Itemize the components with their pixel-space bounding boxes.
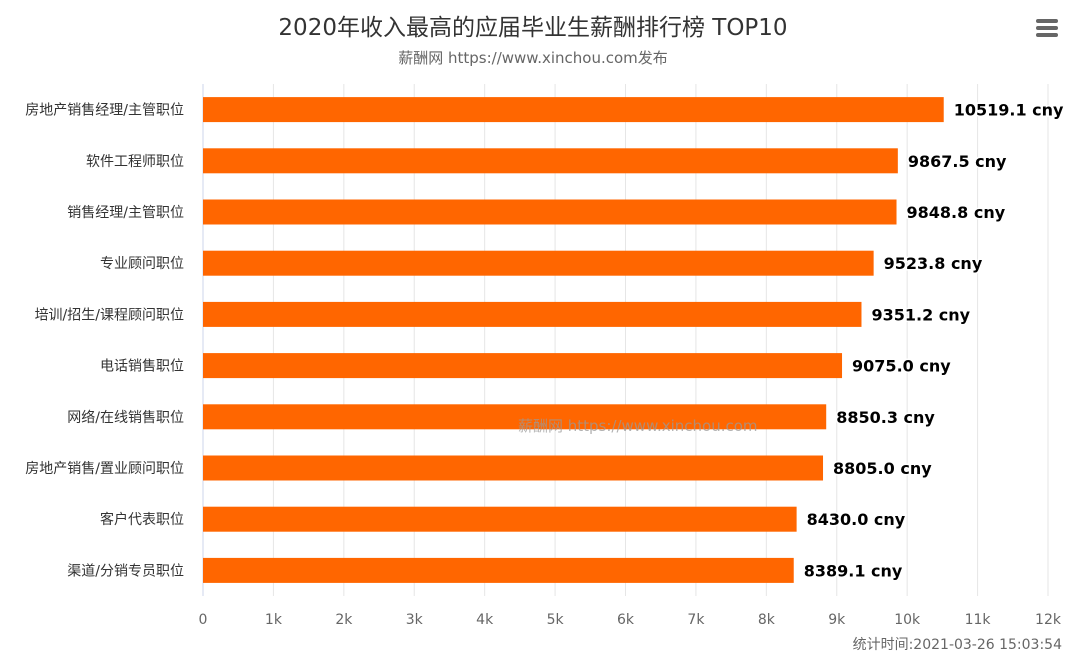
credits-timestamp: 统计时间:2021-03-26 15:03:54 xyxy=(853,634,1062,654)
category-label: 销售经理/主管职位 xyxy=(67,205,184,221)
x-tick-label: 5k xyxy=(547,612,565,628)
x-tick-label: 6k xyxy=(617,612,635,628)
x-tick-label: 10k xyxy=(894,612,921,628)
x-tick-label: 7k xyxy=(687,612,705,628)
category-label: 电话销售职位 xyxy=(100,359,184,375)
x-tick-label: 3k xyxy=(406,612,424,628)
bar-2 xyxy=(203,200,897,225)
x-tick-label: 4k xyxy=(476,612,494,628)
bar-3 xyxy=(203,251,874,276)
x-tick-label: 1k xyxy=(265,612,283,628)
bar-1 xyxy=(203,148,898,173)
bar-8 xyxy=(203,507,797,532)
category-label: 客户代表职位 xyxy=(100,511,184,528)
category-label: 专业顾问职位 xyxy=(100,256,184,272)
x-tick-label: 9k xyxy=(828,612,846,628)
bar-7 xyxy=(203,456,823,481)
data-label: 10519.1 cny xyxy=(954,101,1064,120)
bar-0 xyxy=(203,97,944,122)
data-label: 8850.3 cny xyxy=(836,408,935,427)
x-tick-label: 8k xyxy=(758,612,776,628)
data-label: 9867.5 cny xyxy=(908,152,1007,171)
category-label: 网络/在线销售职位 xyxy=(67,410,184,426)
data-label: 9848.8 cny xyxy=(907,203,1006,222)
category-label: 软件工程师职位 xyxy=(86,154,184,170)
category-label: 房地产销售/置业顾问职位 xyxy=(25,461,184,477)
category-label: 培训/招生/课程顾问职位 xyxy=(35,307,184,323)
data-label: 9075.0 cny xyxy=(852,357,951,376)
x-tick-label: 11k xyxy=(965,612,992,628)
bar-9 xyxy=(203,558,794,583)
data-label: 8430.0 cny xyxy=(807,510,906,529)
bar-4 xyxy=(203,302,861,327)
data-label: 9523.8 cny xyxy=(884,254,983,273)
x-tick-label: 0 xyxy=(199,612,208,628)
data-label: 8389.1 cny xyxy=(804,561,903,580)
data-label: 9351.2 cny xyxy=(871,305,970,324)
data-label: 8805.0 cny xyxy=(833,459,932,478)
x-tick-label: 12k xyxy=(1035,612,1062,628)
chart-plot: 0 1k 2k 3k 4k 5k 6k 7k 8k 9k 10k 11k 12k 房地产销售经理/主管职位… xyxy=(0,0,1080,657)
category-label: 房地产销售经理/主管职位 xyxy=(25,103,184,119)
x-tick-label: 2k xyxy=(335,612,353,628)
bar-5 xyxy=(203,353,842,378)
watermark-text: 薪酬网 https://www.xinchou.com xyxy=(518,415,758,436)
category-label: 渠道/分销专员职位 xyxy=(67,563,184,579)
